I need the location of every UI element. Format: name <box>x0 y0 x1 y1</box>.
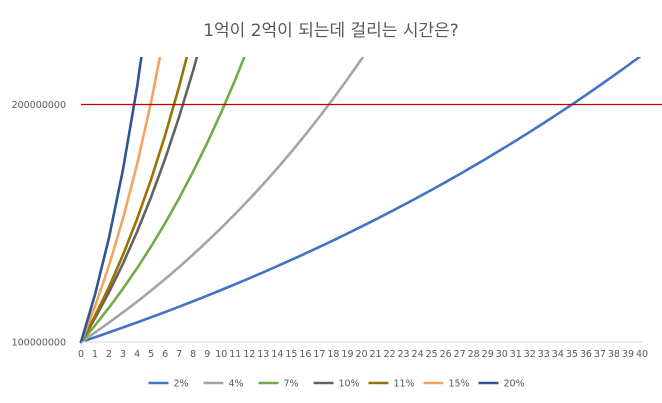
x-tick-label: 25 <box>426 349 438 360</box>
x-tick-label: 37 <box>594 349 606 360</box>
x-tick-label: 31 <box>510 349 522 360</box>
x-tick-label: 29 <box>482 349 494 360</box>
x-tick-label: 17 <box>313 349 325 360</box>
legend-item: 10% <box>313 379 360 390</box>
legend-item: 7% <box>258 379 299 390</box>
x-tick-label: 22 <box>384 349 396 360</box>
series-line-2pct <box>79 57 642 344</box>
x-tick-label: 6 <box>162 349 168 360</box>
x-tick-label: 38 <box>608 349 620 360</box>
legend-item: 15% <box>423 379 470 390</box>
legend-label: 15% <box>449 379 470 390</box>
x-tick-label: 11 <box>229 349 241 360</box>
x-tick-label: 9 <box>204 349 210 360</box>
x-tick-label: 39 <box>622 349 634 360</box>
series-line-4pct <box>79 57 365 344</box>
series-line-11pct <box>79 57 189 344</box>
x-tick-label: 27 <box>454 349 466 360</box>
legend-item: 2% <box>148 379 189 390</box>
series-line-20pct <box>79 57 143 344</box>
y-tick-label: 200000000 <box>12 100 66 111</box>
legend-item: 20% <box>478 379 525 390</box>
x-tick-label: 40 <box>636 349 648 360</box>
x-tick-label: 15 <box>285 349 297 360</box>
legend-label: 11% <box>394 379 415 390</box>
x-tick-label: 20 <box>355 349 367 360</box>
x-tick-label: 1 <box>92 349 98 360</box>
x-tick-label: 10 <box>215 349 227 360</box>
legend-label: 4% <box>229 379 244 390</box>
x-tick-label: 26 <box>440 349 452 360</box>
x-tick-label: 21 <box>369 349 381 360</box>
legend: 2% 4% 7% 10% 11% 15% 20% <box>148 379 525 390</box>
legend-label: 10% <box>339 379 360 390</box>
x-tick-label: 33 <box>538 349 550 360</box>
legend-label: 2% <box>174 379 189 390</box>
x-tick-label: 32 <box>524 349 536 360</box>
legend-item: 11% <box>368 379 415 390</box>
x-tick-label: 3 <box>120 349 126 360</box>
y-tick-label: 100000000 <box>12 338 66 349</box>
x-tick-label: 13 <box>257 349 269 360</box>
x-tick-label: 34 <box>552 349 564 360</box>
x-tick-label: 30 <box>496 349 508 360</box>
plot-area <box>79 57 642 344</box>
x-tick-label: 4 <box>134 349 140 360</box>
x-tick-label: 8 <box>190 349 196 360</box>
x-tick-label: 36 <box>580 349 592 360</box>
x-tick-label: 5 <box>148 349 154 360</box>
x-tick-label: 12 <box>243 349 255 360</box>
series-line-15pct <box>79 57 162 344</box>
series-line-10pct <box>79 57 199 344</box>
x-tick-label: 35 <box>566 349 578 360</box>
x-tick-label: 19 <box>341 349 353 360</box>
x-tick-label: 23 <box>398 349 410 360</box>
legend-item: 4% <box>203 379 244 390</box>
x-tick-label: 0 <box>78 349 84 360</box>
legend-label: 7% <box>284 379 299 390</box>
x-tick-label: 24 <box>412 349 424 360</box>
x-tick-label: 7 <box>176 349 182 360</box>
x-tick-label: 28 <box>468 349 480 360</box>
legend-label: 20% <box>504 379 525 390</box>
chart-title: 1억이 2억이 되는데 걸리는 시간은? <box>203 21 459 41</box>
x-tick-label: 14 <box>271 349 283 360</box>
x-tick-label: 16 <box>299 349 311 360</box>
series-line-7pct <box>79 57 246 344</box>
x-tick-label: 2 <box>106 349 112 360</box>
x-tick-label: 18 <box>327 349 339 360</box>
axes: 0 1 2 3 4 5 6 7 8 9 10 11 12 13 14 15 16 17 18 19 20 21 22 23 24… <box>12 100 662 360</box>
